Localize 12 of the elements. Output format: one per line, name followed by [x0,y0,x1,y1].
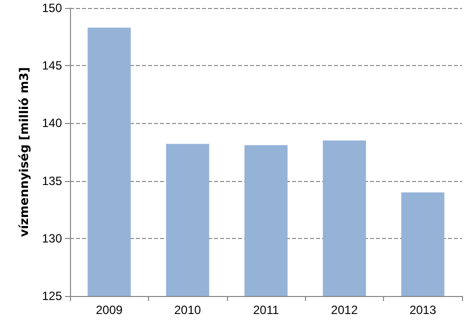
x-tick-label: 2009 [96,303,123,317]
y-tick-label: 150 [42,1,62,15]
x-tick-label: 2010 [174,303,202,317]
y-tick-label: 130 [42,231,62,246]
y-axis-title: vízmennyiség [millió m3] [17,67,31,237]
y-tick-label: 140 [42,116,62,130]
y-tick-label: 125 [42,289,62,303]
y-tick-label: 135 [42,174,62,188]
x-tick-label: 2013 [409,303,436,317]
x-tick-label: 2012 [331,303,358,317]
y-tick-label: 145 [42,58,62,73]
x-tick-label: 2011 [253,303,280,317]
